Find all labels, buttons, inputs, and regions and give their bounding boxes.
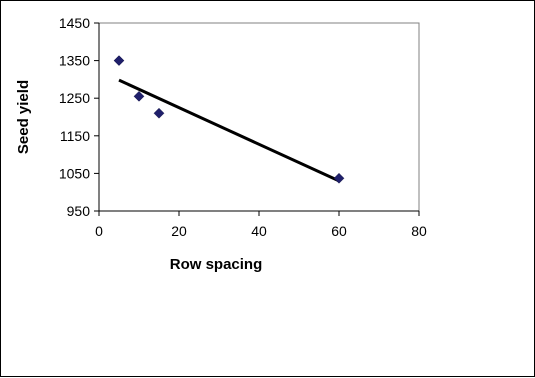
data-point-diamond bbox=[333, 172, 345, 184]
y-tick-label: 1250 bbox=[59, 90, 90, 106]
y-tick-label: 1350 bbox=[59, 53, 90, 69]
y-tick-label: 1050 bbox=[59, 165, 90, 181]
x-tick-label: 0 bbox=[95, 223, 103, 239]
x-axis-label: Row spacing bbox=[170, 256, 263, 273]
plot-area bbox=[98, 22, 420, 212]
trendline-group bbox=[118, 78, 340, 183]
trendline bbox=[118, 78, 340, 183]
y-axis-ticks: 950 1050 1150 1250 1350 1450 bbox=[59, 15, 99, 219]
x-tick-label: 40 bbox=[251, 223, 267, 239]
y-tick-label: 1450 bbox=[59, 15, 90, 31]
x-tick-label: 60 bbox=[331, 223, 347, 239]
data-point-diamond bbox=[133, 90, 145, 102]
data-points bbox=[113, 55, 345, 184]
data-point-diamond bbox=[153, 107, 165, 119]
x-tick-label: 80 bbox=[411, 223, 427, 239]
y-axis-label: Seed yield bbox=[15, 80, 32, 154]
x-axis-ticks: 0 20 40 60 80 bbox=[95, 211, 427, 239]
x-tick-label: 20 bbox=[171, 223, 187, 239]
y-tick-label: 950 bbox=[67, 203, 91, 219]
data-point-diamond bbox=[113, 55, 125, 66]
y-tick-label: 1150 bbox=[60, 128, 90, 144]
